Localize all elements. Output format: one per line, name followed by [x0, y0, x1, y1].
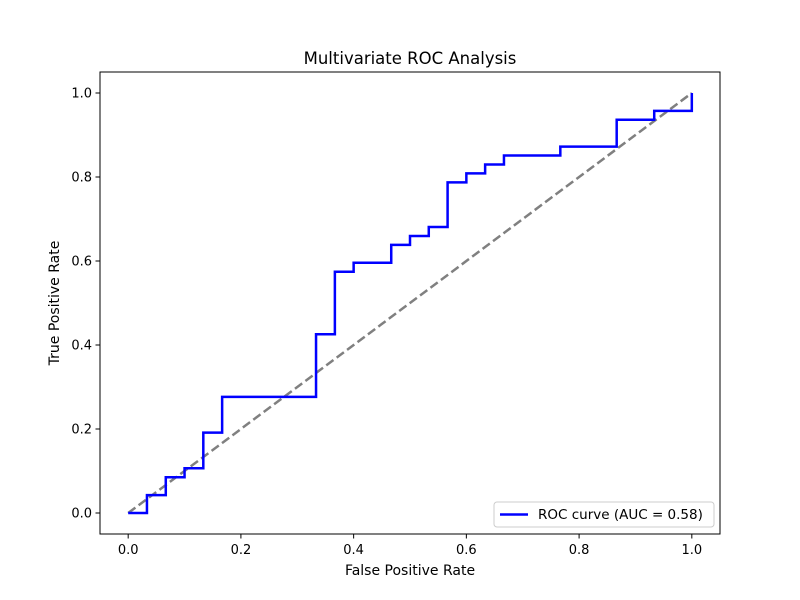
x-tick-label: 0.0: [118, 543, 139, 558]
y-tick-label: 0.2: [71, 423, 92, 438]
x-tick-label: 0.2: [231, 543, 252, 558]
x-tick-label: 0.6: [456, 543, 477, 558]
x-tick-label: 1.0: [681, 543, 702, 558]
y-axis-label: True Positive Rate: [47, 241, 63, 367]
roc-curve-line: [128, 93, 694, 515]
x-tick-label: 0.4: [343, 543, 364, 558]
x-axis-label: False Positive Rate: [345, 563, 475, 579]
legend: ROC curve (AUC = 0.58): [493, 501, 715, 528]
chart-title: Multivariate ROC Analysis: [304, 49, 517, 68]
chance-diagonal-line: [127, 91, 693, 515]
axes-frame: [99, 71, 721, 535]
series-layer: [127, 91, 694, 515]
y-axis-ticks: 0.0 0.2 0.4 0.6 0.8 1.0: [71, 87, 100, 522]
y-tick-label: 0.6: [71, 255, 92, 270]
y-tick-label: 0.0: [71, 507, 92, 522]
x-tick-label: 0.8: [569, 543, 590, 558]
legend-entry-roc: ROC curve (AUC = 0.58): [538, 507, 703, 523]
legend-box: [493, 501, 715, 528]
y-tick-label: 1.0: [71, 87, 92, 102]
y-tick-label: 0.8: [71, 171, 92, 186]
x-axis-ticks: 0.0 0.2 0.4 0.6 0.8 1.0: [118, 534, 702, 558]
y-tick-label: 0.4: [71, 339, 92, 354]
